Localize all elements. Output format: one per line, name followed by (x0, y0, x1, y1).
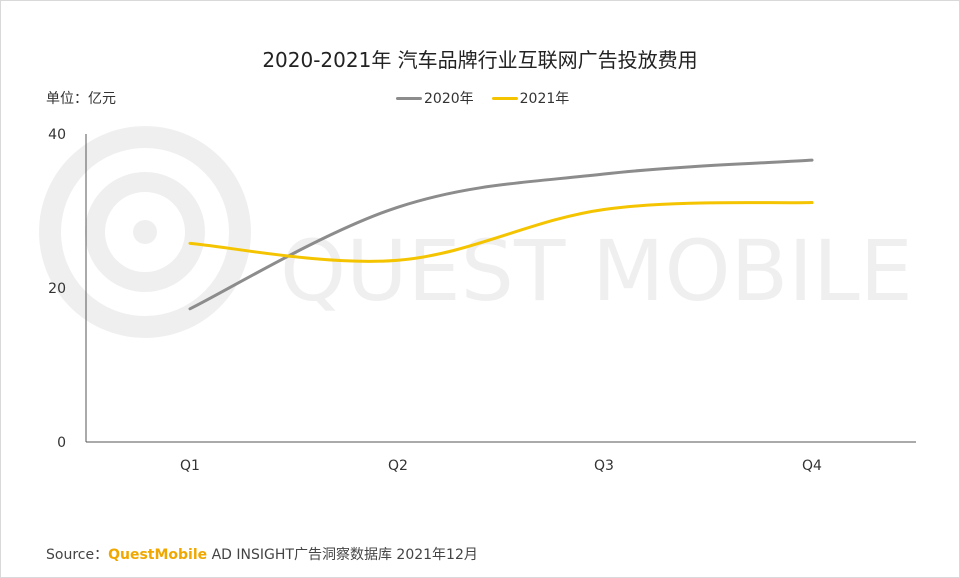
x-tick-label: Q3 (594, 458, 614, 474)
x-tick-label: Q1 (180, 458, 200, 474)
legend-swatch-2020 (396, 96, 422, 100)
series-line-2020 (188, 158, 814, 311)
x-tick-label: Q2 (388, 458, 408, 474)
legend: 2020年 2021年 (396, 88, 587, 108)
axes (85, 134, 916, 443)
watermark-text: QUEST MOBILE (280, 222, 913, 320)
source-note: Source：QuestMobile AD INSIGHT广告洞察数据库 202… (46, 544, 478, 564)
chart-title: 2020-2021年 汽车品牌行业互联网广告投放费用 (262, 48, 698, 72)
series-layer (188, 158, 814, 311)
source-text: AD INSIGHT广告洞察数据库 2021年12月 (207, 547, 478, 563)
unit-label: 单位：亿元 (46, 91, 116, 107)
source-prefix: Source： (46, 547, 109, 563)
source-brand: QuestMobile (108, 547, 208, 563)
y-tick-labels: 0 20 40 (48, 127, 66, 451)
legend-swatch-2021 (491, 96, 518, 100)
y-tick-label: 20 (48, 281, 66, 297)
y-tick-label: 40 (48, 127, 66, 143)
series-line-2021 (188, 201, 814, 263)
watermark: QUEST MOBILE (39, 126, 913, 338)
x-tick-label: Q4 (802, 458, 822, 474)
legend-label-2021: 2021年 (519, 91, 570, 107)
legend-item-2020: 2020年 (396, 88, 474, 108)
legend-label-2020: 2020年 (424, 91, 474, 107)
x-tick-labels: Q1 Q2 Q3 Q4 (180, 458, 822, 474)
y-tick-label: 0 (57, 435, 66, 451)
legend-item-2021: 2021年 (491, 88, 570, 108)
